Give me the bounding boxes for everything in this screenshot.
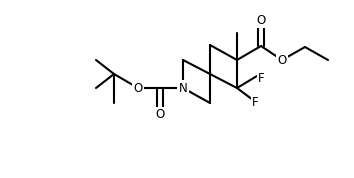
Text: F: F <box>252 96 258 109</box>
Text: O: O <box>133 82 143 95</box>
Text: N: N <box>179 82 187 95</box>
Text: O: O <box>155 109 165 122</box>
Text: O: O <box>278 54 287 67</box>
Text: F: F <box>258 72 264 85</box>
Text: O: O <box>256 14 266 27</box>
